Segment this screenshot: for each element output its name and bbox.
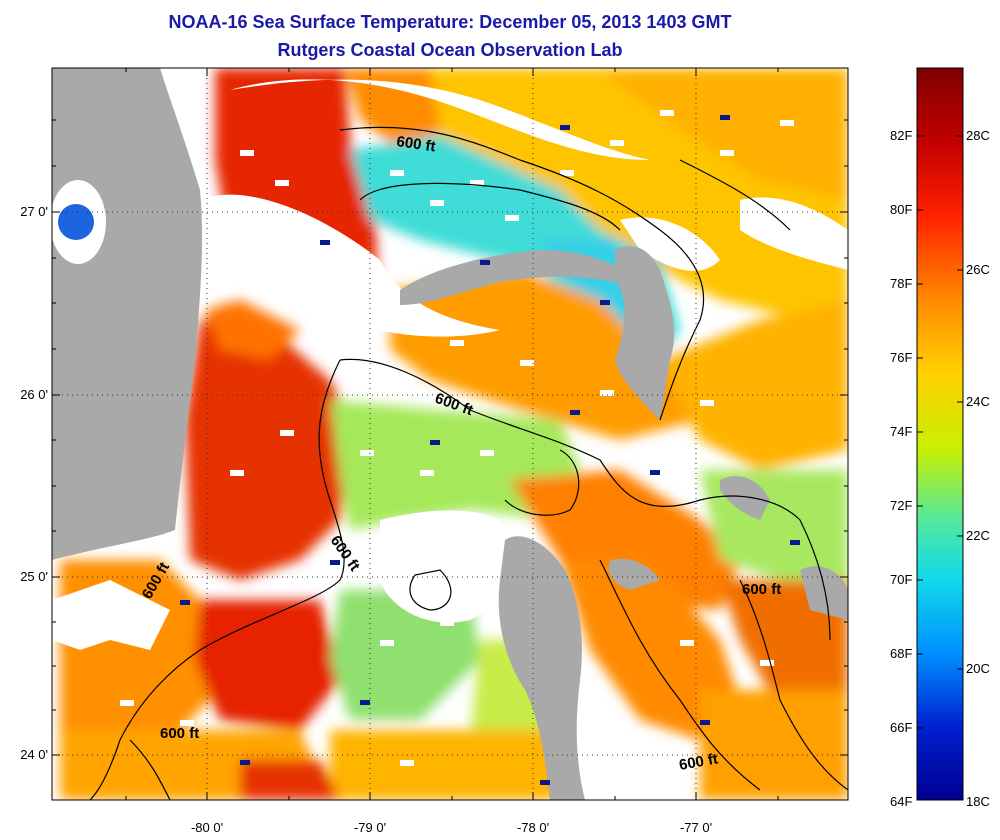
bathymetry-contours: [89, 126, 848, 800]
lat-label-26: 26 0': [20, 387, 48, 402]
lon-label-79: -79 0': [353, 820, 387, 835]
colorbar-label-f: 76F: [890, 350, 913, 365]
colorbar-label-f: 64F: [890, 794, 913, 809]
colorbar-label-f: 66F: [890, 720, 913, 735]
land-florida: [52, 68, 203, 560]
lat-label-25: 25 0': [20, 569, 48, 584]
colorbar-label-f: 70F: [890, 572, 913, 587]
colorbar-label-c: 20C: [966, 661, 990, 676]
colorbar-ticks: [917, 135, 963, 729]
colorbar-label-c: 26C: [966, 262, 990, 277]
colorbar-label-f: 78F: [890, 276, 913, 291]
colorbar-label-f: 72F: [890, 498, 913, 513]
land-bahamas: [400, 246, 848, 800]
map-subtitle: Rutgers Coastal Ocean Observation Lab: [277, 40, 623, 60]
colorbar-label-c: 18C: [966, 794, 990, 809]
contour-label: 600 ft: [742, 581, 781, 598]
lon-label-78: -78 0': [516, 820, 550, 835]
pixel-dashes: [120, 110, 800, 785]
contour-label: 600 ft: [678, 750, 720, 774]
lon-label-80: -80 0': [190, 820, 224, 835]
lat-label-24: 24 0': [20, 747, 48, 762]
colorbar: [916, 67, 964, 801]
colorbar-label-f: 68F: [890, 646, 913, 661]
lat-label-27: 27 0': [20, 204, 48, 219]
map-title: NOAA-16 Sea Surface Temperature: Decembe…: [168, 12, 732, 32]
graticule: [52, 68, 848, 800]
cloud-cover: [52, 79, 848, 650]
colorbar-label-f: 82F: [890, 128, 913, 143]
lon-label-77: -77 0': [679, 820, 713, 835]
colorbar-label-c: 28C: [966, 128, 990, 143]
frame-ticks: [52, 68, 848, 800]
colorbar-label-c: 24C: [966, 394, 990, 409]
colorbar-label-f: 80F: [890, 202, 913, 217]
map-area: 600 ft 600 ft 600 ft 600 ft 600 ft 600 f…: [52, 68, 848, 800]
contour-label: 600 ft: [395, 133, 436, 155]
colorbar-label-f: 74F: [890, 424, 913, 439]
colorbar-label-c: 22C: [966, 528, 990, 543]
map-frame: [51, 67, 849, 801]
contour-label: 600 ft: [160, 725, 199, 742]
